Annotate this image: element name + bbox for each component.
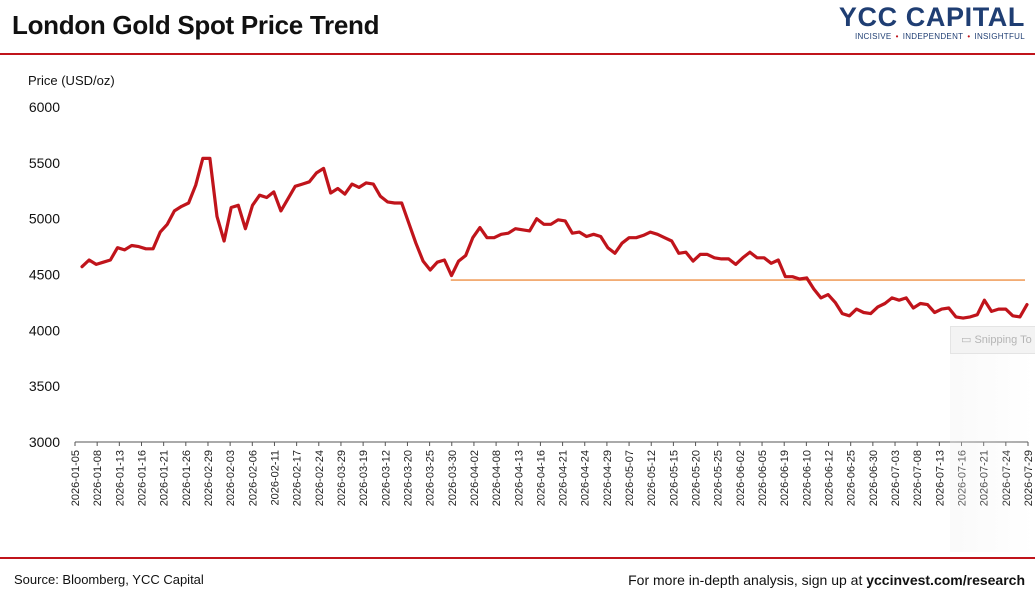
x-tick-label: 2026-05-20 [691, 450, 703, 506]
tagline-incisive: INCISIVE [854, 32, 892, 41]
x-tick-label: 2026-02-06 [247, 450, 259, 506]
x-tick-label: 2026-06-25 [846, 450, 858, 506]
brand-name: YCC CAPITAL [838, 2, 1025, 32]
x-tick-label: 2026-04-21 [558, 450, 570, 506]
x-tick-label: 2026-06-19 [779, 450, 791, 506]
y-tick-label: 6000 [29, 99, 60, 115]
y-tick-label: 5500 [29, 155, 60, 171]
snipping-tool-panel [950, 352, 1035, 552]
x-tick-label: 2026-06-05 [757, 450, 769, 506]
x-tick-label: 2026-05-25 [713, 450, 725, 506]
x-tick-label: 2026-07-24 [1001, 450, 1013, 506]
x-tick-label: 2026-02-11 [269, 450, 281, 505]
x-tick-label: 2026-04-02 [469, 450, 481, 506]
x-tick-label: 2026-06-02 [735, 450, 747, 506]
source-note: Source: Bloomberg, YCC Capital [14, 572, 204, 587]
footer-cta: For more in-depth analysis, sign up at y… [628, 572, 1025, 588]
x-tick-label: 2026-03-29 [336, 450, 348, 506]
x-tick-label: 2026-04-08 [491, 450, 503, 506]
header-divider [0, 53, 1035, 55]
x-tick-label: 2026-07-21 [979, 450, 991, 506]
x-tick-label: 2026-03-25 [425, 450, 437, 506]
y-tick-label: 4500 [29, 267, 60, 283]
x-tick-label: 2026-07-16 [957, 450, 969, 506]
y-tick-label: 3000 [29, 434, 60, 450]
x-tick-label: 2026-02-24 [314, 450, 326, 506]
y-axis-label: Price (USD/oz) [28, 73, 115, 88]
x-tick-label: 2026-03-20 [402, 450, 414, 506]
x-tick-label: 2026-04-24 [580, 450, 592, 506]
tagline-separator: • [895, 32, 899, 41]
tagline-separator: • [967, 32, 971, 41]
footer-cta-text: For more in-depth analysis, sign up at [628, 572, 867, 588]
x-tick-label: 2026-05-15 [668, 450, 680, 506]
y-tick-label: 4000 [29, 322, 60, 338]
x-tick-label: 2026-07-29 [1023, 450, 1035, 506]
y-tick-label: 3500 [29, 378, 60, 394]
x-tick-label: 2026-02-29 [203, 450, 215, 506]
x-tick-label: 2026-03-30 [447, 450, 459, 506]
tagline-insightful: INSIGHTFUL [974, 32, 1025, 41]
x-tick-label: 2026-03-19 [358, 450, 370, 506]
x-tick-label: 2026-02-17 [292, 450, 304, 506]
x-tick-label: 2026-01-13 [114, 450, 126, 506]
snipping-tool-label: Snipping To [974, 334, 1032, 346]
x-tick-label: 2026-06-10 [801, 450, 813, 506]
x-tick-label: 2026-04-29 [602, 450, 614, 506]
brand-logo: YCC CAPITAL INCISIVE • INDEPENDENT • INSIGHT… [839, 2, 1025, 41]
footer-divider [0, 557, 1035, 559]
y-tick-label: 5000 [29, 211, 60, 227]
tagline-independent: INDEPENDENT [902, 32, 964, 41]
page-title: London Gold Spot Price Trend [12, 10, 380, 40]
x-tick-label: 2026-01-05 [70, 450, 82, 506]
x-tick-label: 2026-07-13 [934, 450, 946, 506]
x-tick-label: 2026-01-21 [159, 450, 171, 506]
research-link[interactable]: yccinvest.com/research [866, 572, 1025, 588]
x-tick-label: 2026-04-13 [513, 450, 525, 506]
x-tick-label: 2026-05-07 [624, 450, 636, 506]
brand-tagline: INCISIVE • INDEPENDENT • INSIGHTFUL [839, 32, 1025, 41]
x-tick-label: 2026-06-12 [824, 450, 836, 506]
x-tick-label: 2026-07-03 [890, 450, 902, 506]
x-tick-label: 2026-01-16 [136, 450, 148, 506]
price-series-line [80, 156, 1029, 320]
x-tick-label: 2026-04-16 [535, 450, 547, 506]
x-tick-label: 2026-07-08 [912, 450, 924, 506]
snipping-tool-icon: ▭ [961, 334, 975, 346]
x-tick-label: 2026-03-12 [380, 450, 392, 506]
x-tick-label: 2026-02-03 [225, 450, 237, 506]
x-tick-label: 2026-06-30 [868, 450, 880, 506]
x-tick-label: 2026-01-26 [181, 450, 193, 506]
x-tick-label: 2026-05-12 [646, 450, 658, 506]
snipping-tool-button[interactable]: ▭ Snipping To [950, 326, 1035, 354]
x-tick-label: 2026-01-08 [92, 450, 104, 506]
